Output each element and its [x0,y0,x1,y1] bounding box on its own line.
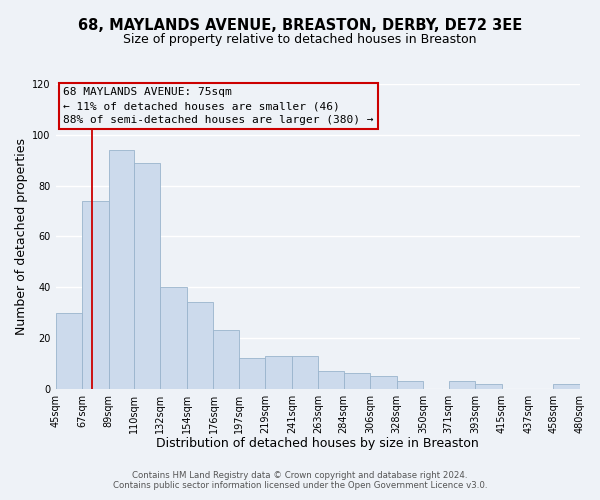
Bar [475,384,502,388]
Bar [553,384,580,388]
Bar [214,330,239,388]
Bar [160,287,187,388]
X-axis label: Distribution of detached houses by size in Breaston: Distribution of detached houses by size … [157,437,479,450]
Bar [292,356,319,388]
Bar [109,150,134,388]
Bar [397,381,423,388]
Text: Contains public sector information licensed under the Open Government Licence v3: Contains public sector information licen… [113,482,487,490]
Bar [56,312,82,388]
Bar [134,162,160,388]
Y-axis label: Number of detached properties: Number of detached properties [15,138,28,335]
Text: Contains HM Land Registry data © Crown copyright and database right 2024.: Contains HM Land Registry data © Crown c… [132,472,468,480]
Text: 68 MAYLANDS AVENUE: 75sqm
← 11% of detached houses are smaller (46)
88% of semi-: 68 MAYLANDS AVENUE: 75sqm ← 11% of detac… [64,87,374,125]
Text: 68, MAYLANDS AVENUE, BREASTON, DERBY, DE72 3EE: 68, MAYLANDS AVENUE, BREASTON, DERBY, DE… [78,18,522,32]
Bar [265,356,292,388]
Bar [82,201,109,388]
Text: Size of property relative to detached houses in Breaston: Size of property relative to detached ho… [123,32,477,46]
Bar [239,358,265,388]
Bar [344,374,370,388]
Bar [187,302,214,388]
Bar [449,381,475,388]
Bar [319,371,344,388]
Bar [370,376,397,388]
